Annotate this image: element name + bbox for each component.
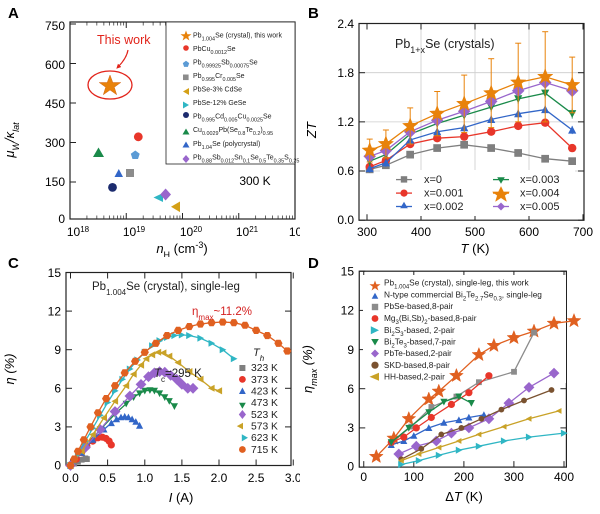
svg-text:This work: This work: [97, 33, 151, 47]
svg-text:A: A: [8, 5, 19, 22]
svg-text:3: 3: [347, 421, 354, 435]
svg-text:12: 12: [48, 305, 62, 319]
svg-text:9: 9: [347, 343, 354, 357]
svg-text:ηmax (%): ηmax (%): [300, 345, 319, 393]
svg-text:C: C: [8, 257, 19, 272]
svg-text:473 K: 473 K: [251, 398, 278, 409]
svg-text:9: 9: [54, 343, 61, 357]
svg-text:PbSe-3% CdSe: PbSe-3% CdSe: [193, 87, 242, 94]
svg-text:0.5: 0.5: [99, 471, 116, 485]
svg-text:300: 300: [504, 470, 524, 484]
svg-text:750: 750: [45, 19, 65, 33]
svg-text:nH (cm-3): nH (cm-3): [156, 240, 207, 257]
svg-text:0: 0: [58, 212, 65, 226]
svg-text:0.0: 0.0: [62, 471, 79, 485]
svg-text:100: 100: [404, 470, 424, 484]
svg-text:2.5: 2.5: [248, 471, 265, 485]
svg-text:600: 600: [45, 58, 65, 72]
svg-text:6: 6: [54, 382, 61, 396]
svg-text:D: D: [308, 257, 319, 272]
svg-text:0.6: 0.6: [337, 164, 354, 178]
svg-text:0.0: 0.0: [337, 213, 354, 227]
svg-text:Pb1+xSe (crystals): Pb1+xSe (crystals): [395, 37, 495, 55]
svg-text:PbSe-12% GeSe: PbSe-12% GeSe: [193, 100, 246, 107]
svg-text:423 K: 423 K: [251, 387, 278, 398]
svg-text:PbTe-based,2-pair: PbTe-based,2-pair: [384, 348, 452, 358]
svg-text:1020: 1020: [180, 225, 203, 240]
svg-text:12: 12: [341, 304, 355, 318]
svg-text:373 K: 373 K: [251, 375, 278, 386]
svg-text:523 K: 523 K: [251, 410, 278, 421]
svg-text:SKD-based,8-pair: SKD-based,8-pair: [384, 360, 450, 370]
svg-text:1022: 1022: [289, 225, 300, 240]
svg-text:623 K: 623 K: [251, 433, 278, 444]
svg-text:400: 400: [554, 470, 574, 484]
svg-text:1018: 1018: [67, 225, 90, 240]
svg-text:Th: Th: [253, 347, 265, 363]
svg-text:μW/κlat: μW/κlat: [2, 122, 21, 159]
svg-text:1021: 1021: [236, 225, 259, 240]
svg-text:715 K: 715 K: [251, 445, 278, 456]
svg-text:x=0.003: x=0.003: [520, 174, 559, 186]
svg-text:15: 15: [341, 265, 355, 279]
svg-text:x=0.005: x=0.005: [520, 201, 559, 213]
svg-text:2.0: 2.0: [211, 471, 228, 485]
svg-text:3.0: 3.0: [285, 471, 300, 485]
svg-text:500: 500: [465, 225, 485, 239]
svg-text:η (%): η (%): [2, 353, 17, 384]
svg-text:1.2: 1.2: [337, 115, 354, 129]
svg-text:2.4: 2.4: [337, 17, 354, 31]
svg-text:15: 15: [48, 266, 62, 280]
svg-text:ΔT (K): ΔT (K): [445, 489, 483, 504]
svg-text:HH-based,2-pair: HH-based,2-pair: [384, 372, 445, 382]
svg-text:3: 3: [54, 420, 61, 434]
svg-text:ZT: ZT: [304, 121, 319, 139]
svg-text:300 K: 300 K: [239, 174, 270, 188]
svg-text:B: B: [308, 5, 319, 22]
svg-text:300: 300: [45, 136, 65, 150]
svg-text:573 K: 573 K: [251, 422, 278, 433]
svg-text:T (K): T (K): [461, 241, 490, 256]
svg-text:Pb1.004Se (crystal), single-le: Pb1.004Se (crystal), single-leg: [92, 281, 240, 297]
svg-text:1019: 1019: [123, 225, 146, 240]
svg-text:400: 400: [411, 225, 431, 239]
svg-text:1.8: 1.8: [337, 66, 354, 80]
svg-text:6: 6: [347, 382, 354, 396]
svg-text:323 K: 323 K: [251, 363, 278, 374]
svg-text:PbSe-based,8-pair: PbSe-based,8-pair: [384, 301, 453, 311]
svg-text:300: 300: [357, 225, 377, 239]
svg-text:450: 450: [45, 97, 65, 111]
svg-text:1.0: 1.0: [136, 471, 153, 485]
svg-text:0: 0: [347, 460, 354, 474]
svg-text:x=0.001: x=0.001: [424, 188, 463, 200]
svg-text:150: 150: [45, 175, 65, 189]
svg-text:x=0.002: x=0.002: [424, 201, 463, 213]
svg-text:I (A): I (A): [169, 490, 194, 505]
svg-text:1.5: 1.5: [174, 471, 191, 485]
svg-text:0: 0: [54, 459, 61, 473]
svg-text:x=0.004: x=0.004: [520, 188, 559, 200]
svg-text:0: 0: [360, 470, 367, 484]
svg-text:700: 700: [573, 225, 593, 239]
svg-text:600: 600: [519, 225, 539, 239]
svg-text:200: 200: [454, 470, 474, 484]
svg-text:x=0: x=0: [424, 174, 442, 186]
